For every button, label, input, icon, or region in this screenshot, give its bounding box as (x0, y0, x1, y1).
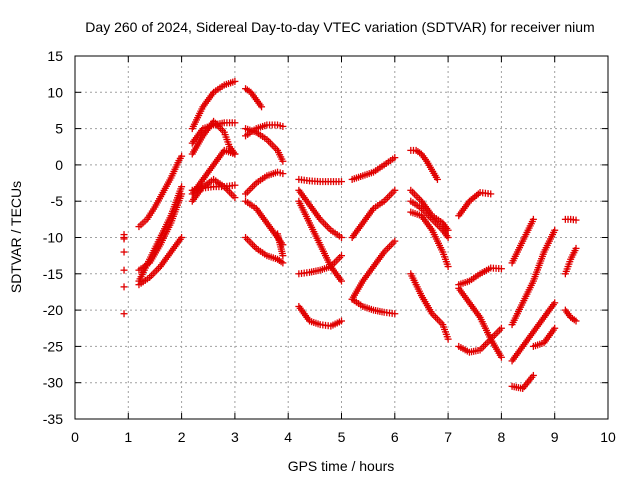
x-tick-label: 4 (284, 429, 292, 445)
data-point (433, 175, 441, 183)
data-point (551, 226, 559, 234)
data-point (279, 157, 287, 165)
data-point (120, 234, 128, 241)
data-point (444, 263, 452, 271)
x-tick-label: 7 (444, 429, 452, 445)
data-point (391, 186, 399, 194)
x-tick-label: 8 (498, 429, 506, 445)
data-point (444, 335, 452, 343)
data-point (231, 77, 239, 85)
y-tick-label: -10 (43, 230, 63, 246)
x-tick-label: 9 (551, 429, 559, 445)
data-point (444, 234, 452, 241)
data-point (231, 194, 239, 202)
data-points (120, 77, 580, 393)
data-point (572, 216, 580, 224)
data-point (572, 244, 580, 252)
y-tick-label: 5 (55, 121, 63, 137)
data-point (178, 152, 186, 160)
data-point (391, 310, 399, 318)
data-point (572, 317, 580, 325)
data-point (497, 265, 505, 273)
x-tick-label: 2 (178, 429, 186, 445)
y-tick-label: 0 (55, 157, 63, 173)
data-point (120, 283, 128, 291)
y-tick-label: -5 (51, 193, 64, 209)
y-tick-label: -35 (43, 411, 63, 427)
data-point (391, 237, 399, 245)
data-point (497, 353, 505, 361)
data-point (529, 371, 537, 379)
data-point (231, 119, 239, 127)
data-point (338, 277, 345, 285)
data-point (487, 190, 495, 198)
data-point (178, 183, 186, 191)
data-point (391, 154, 399, 162)
data-point (120, 310, 128, 318)
plot-frame (74, 55, 609, 420)
y-tick-label: -15 (43, 266, 63, 282)
data-point (529, 215, 537, 223)
x-tick-label: 1 (124, 429, 132, 445)
data-point (279, 122, 287, 130)
axis-ticks (74, 55, 609, 420)
y-tick-label: 10 (47, 84, 63, 100)
y-tick-label: -20 (43, 302, 63, 318)
data-point (279, 170, 287, 178)
data-point (178, 234, 186, 241)
y-tick-label: 15 (47, 48, 63, 64)
x-axis-label: GPS time / hours (288, 458, 395, 474)
x-tick-label: 6 (391, 429, 399, 445)
data-point (279, 252, 287, 260)
data-point (338, 317, 345, 325)
data-point (338, 252, 345, 260)
data-point (231, 150, 239, 158)
data-point (497, 324, 505, 332)
data-point (338, 234, 345, 241)
y-tick-label: -25 (43, 338, 63, 354)
data-point (120, 248, 128, 256)
x-tick-label: 3 (231, 429, 239, 445)
y-tick-labels: -35 -30 -25 -20 -15 -10 -5 0 5 10 15 (43, 48, 63, 427)
data-point (338, 178, 345, 186)
x-tick-label: 0 (71, 429, 79, 445)
data-point (279, 259, 287, 267)
x-tick-labels: 0 1 2 3 4 5 6 7 8 9 10 (71, 429, 616, 445)
data-point (120, 266, 128, 274)
data-point (258, 103, 266, 111)
x-tick-label: 5 (338, 429, 346, 445)
data-point (231, 181, 239, 189)
y-tick-label: -30 (43, 375, 63, 391)
chart-title: Day 260 of 2024, Sidereal Day-to-day VTE… (85, 19, 594, 35)
y-axis-label: SDTVAR / TECUs (8, 181, 24, 293)
data-point (551, 299, 559, 307)
x-tick-label: 10 (600, 429, 616, 445)
data-point (551, 324, 559, 332)
